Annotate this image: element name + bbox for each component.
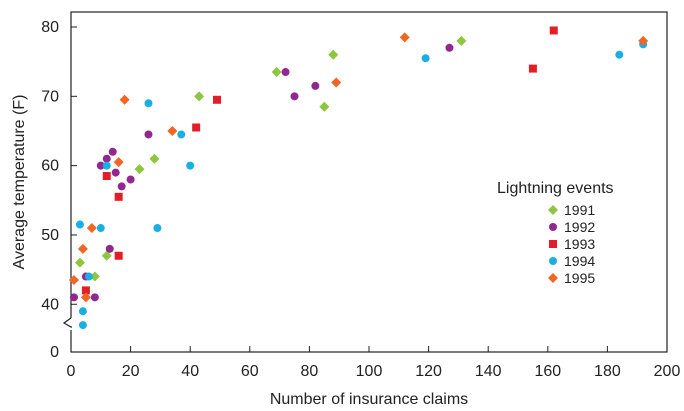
- legend-marker-1992: [549, 223, 557, 231]
- data-point-1992: [126, 175, 135, 184]
- data-point-1992: [96, 161, 105, 170]
- legend-label-1993: 1993: [564, 236, 595, 252]
- x-tick-label: 20: [122, 363, 140, 380]
- axes: 0 20 40 60 80 100 120 140 160 180 200 0 40 50 60 70 80: [41, 11, 681, 380]
- data-point-1994: [144, 99, 153, 108]
- data-point-1993: [102, 172, 111, 181]
- data-point-1992: [117, 182, 126, 191]
- data-point-1995: [167, 125, 178, 136]
- data-point-1995: [80, 292, 91, 303]
- data-point-1993: [528, 64, 537, 73]
- legend-marker-1994: [549, 257, 557, 265]
- data-point-1995: [77, 243, 88, 254]
- data-point-1991: [271, 67, 282, 78]
- data-point-1991: [456, 35, 467, 46]
- data-point-1992: [144, 130, 153, 139]
- data-points: [68, 26, 649, 330]
- legend-marker-1995: [548, 273, 558, 283]
- data-point-1992: [90, 293, 99, 302]
- x-tick-label: 40: [181, 363, 199, 380]
- x-tick-label: 180: [594, 363, 621, 380]
- x-tick-label: 0: [67, 363, 76, 380]
- y-tick-label: 0: [50, 344, 59, 361]
- data-point-1994: [75, 220, 84, 229]
- legend-title: Lightning events: [497, 180, 614, 197]
- data-point-1994: [102, 161, 111, 170]
- legend-marker-1993: [549, 240, 557, 248]
- x-tick-label: 60: [241, 363, 259, 380]
- data-point-1994: [78, 307, 87, 316]
- data-point-1995: [86, 223, 97, 234]
- data-point-1995: [638, 35, 649, 46]
- data-point-1994: [421, 54, 430, 63]
- data-point-1991: [328, 49, 339, 60]
- data-point-1991: [319, 101, 330, 112]
- data-point-1995: [68, 275, 79, 286]
- data-point-1995: [331, 77, 342, 88]
- y-axis-break-mark: [62, 317, 72, 328]
- data-point-1993: [192, 123, 201, 132]
- y-tick-label: 60: [41, 158, 59, 175]
- x-tick-label: 120: [415, 363, 442, 380]
- legend-marker-1991: [548, 205, 558, 215]
- y-tick-label: 50: [41, 227, 59, 244]
- legend-label-1994: 1994: [564, 253, 595, 269]
- x-tick-label: 100: [356, 363, 383, 380]
- y-tick-label: 80: [41, 19, 59, 36]
- data-point-1995: [113, 157, 124, 168]
- data-point-1994: [84, 272, 93, 281]
- data-point-1994: [177, 130, 186, 139]
- data-point-1992: [311, 81, 320, 90]
- data-point-1994: [78, 321, 87, 330]
- data-point-1991: [134, 164, 145, 175]
- data-point-1993: [549, 26, 558, 35]
- data-point-1995: [119, 94, 130, 105]
- data-point-1994: [153, 224, 162, 233]
- data-point-1991: [89, 271, 100, 282]
- data-point-1991: [149, 153, 160, 164]
- x-tick-label: 160: [534, 363, 561, 380]
- y-axis-break-gap: [68, 318, 74, 330]
- x-tick-label: 80: [301, 363, 319, 380]
- x-axis-label: Number of insurance claims: [270, 391, 468, 408]
- x-tick-label: 200: [654, 363, 681, 380]
- data-point-1992: [105, 244, 114, 253]
- data-point-1991: [194, 91, 205, 102]
- data-point-1992: [111, 168, 120, 177]
- data-point-1995: [399, 32, 410, 43]
- legend-label-1991: 1991: [564, 202, 595, 218]
- y-tick-label: 70: [41, 88, 59, 105]
- data-point-1992: [445, 43, 454, 52]
- data-point-1993: [81, 286, 90, 295]
- x-tick-label: 140: [475, 363, 502, 380]
- data-point-1993: [114, 251, 123, 260]
- legend-label-1995: 1995: [564, 270, 595, 286]
- data-point-1991: [101, 250, 112, 261]
- data-point-1994: [96, 224, 105, 233]
- data-point-1992: [108, 147, 117, 156]
- data-point-1992: [69, 293, 78, 302]
- data-point-1992: [281, 68, 290, 77]
- y-tick-label: 40: [41, 296, 59, 313]
- y-axis-label: Average temperature (F): [11, 95, 28, 270]
- data-point-1992: [102, 154, 111, 163]
- data-point-1994: [186, 161, 195, 170]
- data-point-1992: [290, 92, 299, 101]
- data-point-1991: [74, 257, 85, 268]
- legend-label-1992: 1992: [564, 219, 595, 235]
- data-point-1994: [615, 50, 624, 59]
- data-point-1993: [114, 192, 123, 201]
- data-point-1993: [213, 95, 222, 104]
